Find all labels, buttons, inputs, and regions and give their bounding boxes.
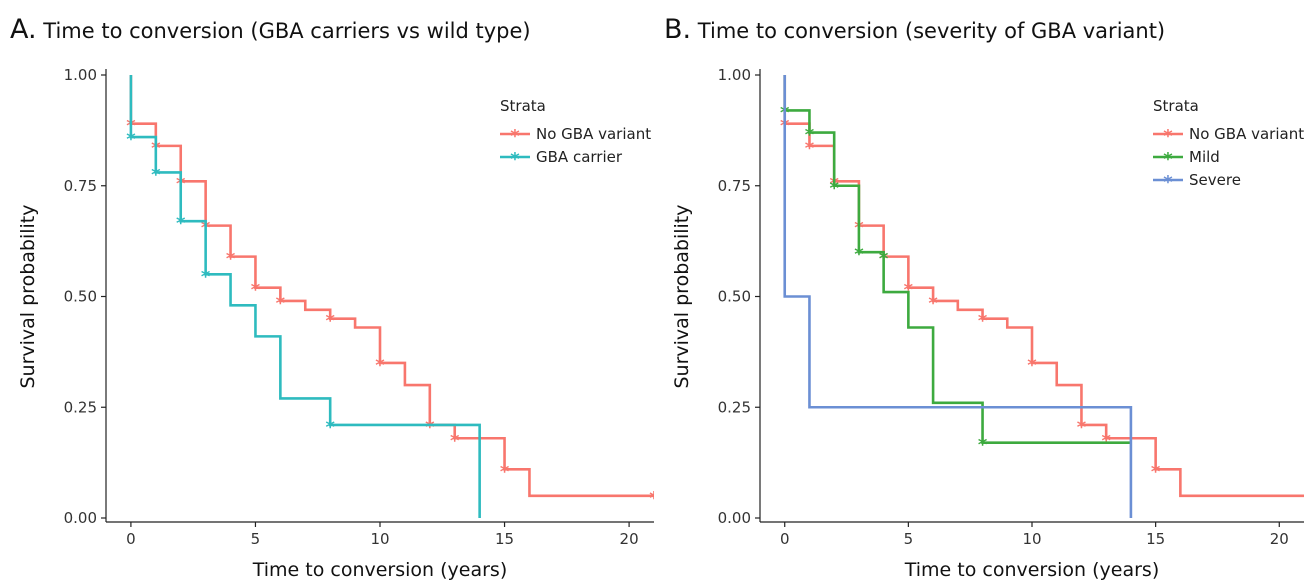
- panel-a-title: A. Time to conversion (GBA carriers vs w…: [10, 14, 531, 45]
- legend-label: Severe: [1189, 171, 1241, 189]
- legend-title: Strata: [1153, 97, 1199, 115]
- censor-mark: *: [978, 435, 988, 456]
- y-tick-label: 1.00: [64, 66, 97, 84]
- x-tick-label: 0: [780, 530, 790, 548]
- x-tick-label: 15: [1146, 530, 1165, 548]
- censor-mark: *: [1101, 430, 1111, 451]
- panel-a-letter: A.: [10, 14, 37, 45]
- censor-mark: *: [805, 125, 815, 146]
- censor-mark: *: [500, 461, 510, 482]
- panel-a: A. Time to conversion (GBA carriers vs w…: [10, 14, 654, 580]
- censor-mark: *: [854, 244, 864, 265]
- y-tick-label: 1.00: [718, 66, 751, 84]
- series-line-2: [783, 75, 1133, 518]
- censor-mark: *: [425, 417, 435, 438]
- panel-a-title-text: Time to conversion (GBA carriers vs wild…: [43, 19, 531, 43]
- censor-mark: *: [126, 129, 136, 150]
- x-tick-label: 20: [1270, 530, 1289, 548]
- series-line-0: [129, 75, 654, 498]
- x-tick-label: 5: [251, 530, 261, 548]
- legend-label: No GBA variant: [536, 125, 651, 143]
- censor-mark: *: [1151, 461, 1161, 482]
- censor-mark: *: [226, 249, 236, 270]
- series-line-1: [129, 75, 481, 518]
- censor-mark: *: [325, 311, 335, 332]
- censor-mark: *: [904, 280, 914, 301]
- censor-mark: *: [649, 488, 654, 509]
- censor-mark: *: [276, 293, 286, 314]
- legend-label: No GBA variant: [1189, 125, 1304, 143]
- legend-swatch-mark: *: [510, 126, 520, 147]
- censor-mark: *: [978, 311, 988, 332]
- x-tick-label: 10: [1022, 530, 1041, 548]
- km-chart-b: 0 5 10 15 20 0.00 0.25 0.50 0.75 1.00 Time to conv…: [671, 66, 1304, 580]
- censor-mark: *: [805, 138, 815, 159]
- panel-b-title: B. Time to conversion (severity of GBA v…: [664, 14, 1165, 45]
- censor-mark: *: [879, 249, 889, 270]
- series-line-1: [783, 75, 1131, 444]
- y-tick-label: 0.25: [64, 398, 97, 416]
- y-axis-label: Survival probability: [17, 204, 39, 388]
- panel-b: B. Time to conversion (severity of GBA v…: [654, 0, 1308, 580]
- censor-mark: *: [450, 430, 460, 451]
- y-tick-label: 0.25: [718, 398, 751, 416]
- legend-swatch-mark: *: [510, 149, 520, 170]
- x-axis-label: Time to conversion (years): [252, 559, 508, 580]
- legend-swatch-mark: *: [1163, 172, 1173, 193]
- legend-label: Mild: [1189, 148, 1220, 166]
- legend-swatch-mark: *: [1163, 149, 1173, 170]
- km-chart-a: 0 5 10 15 20 0.00 0.25 0.50 0.75 1.00 Time to conv…: [17, 66, 654, 580]
- x-tick-label: 5: [904, 530, 914, 548]
- x-tick-label: 0: [126, 530, 136, 548]
- y-tick-label: 0.00: [718, 509, 751, 527]
- x-tick-label: 20: [620, 530, 639, 548]
- censor-mark: *: [325, 417, 335, 438]
- censor-mark: *: [201, 266, 211, 287]
- censor-mark: *: [151, 164, 161, 185]
- censor-mark: *: [251, 280, 261, 301]
- censor-mark: *: [1077, 417, 1087, 438]
- series-line-0: [783, 75, 1304, 498]
- x-tick-label: 10: [370, 530, 389, 548]
- y-tick-label: 0.50: [718, 288, 751, 306]
- censor-mark: *: [176, 213, 186, 234]
- y-axis-label: Survival probability: [671, 204, 693, 388]
- y-tick-label: 0.00: [64, 509, 97, 527]
- y-tick-label: 0.50: [64, 288, 97, 306]
- censor-mark: *: [829, 178, 839, 199]
- legend-swatch-mark: *: [1163, 126, 1173, 147]
- panel-b-letter: B.: [664, 14, 692, 45]
- legend-title: Strata: [500, 97, 546, 115]
- censor-mark: *: [928, 293, 938, 314]
- censor-mark: *: [1027, 355, 1037, 376]
- censor-mark: *: [375, 355, 385, 376]
- legend-label: GBA carrier: [536, 148, 623, 166]
- x-axis-label: Time to conversion (years): [904, 559, 1160, 580]
- y-tick-label: 0.75: [64, 177, 97, 195]
- x-tick-label: 15: [495, 530, 514, 548]
- panel-b-title-text: Time to conversion (severity of GBA vari…: [697, 19, 1166, 43]
- y-tick-label: 0.75: [718, 177, 751, 195]
